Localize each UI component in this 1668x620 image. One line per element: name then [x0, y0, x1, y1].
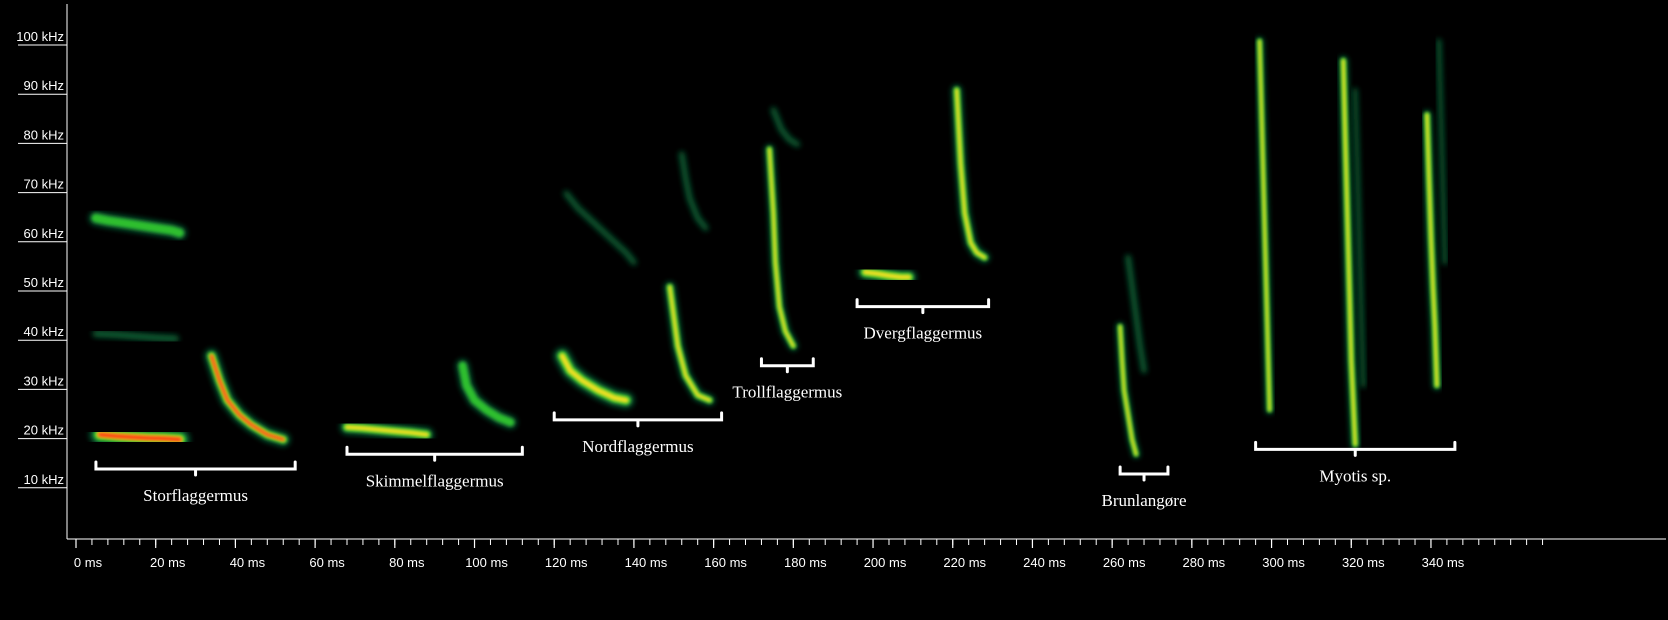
species-label-3: Trollflaggermus	[732, 383, 842, 402]
call-4-1	[951, 85, 990, 263]
call-2-3	[664, 281, 715, 406]
call-halo	[1436, 38, 1448, 265]
x-tick-label-1: 20 ms	[150, 555, 186, 570]
call-0-1	[92, 330, 180, 343]
call-2-2	[678, 151, 709, 231]
x-tick-label-2: 40 ms	[230, 555, 266, 570]
call-0-0	[89, 211, 187, 240]
call-group-2	[554, 151, 715, 409]
call-body	[458, 361, 515, 427]
axes-layer: 10 kHz 20 kHz 30 kHz 40 kHz 50 kHz 60 kHz 70 k…	[16, 4, 1666, 570]
y-tick-label-8: 90 kHz	[24, 78, 64, 93]
call-0-2	[89, 424, 190, 450]
call-halo	[1125, 254, 1147, 374]
bracket-3	[759, 357, 815, 374]
x-tick-label-14: 280 ms	[1183, 555, 1226, 570]
call-core	[1258, 39, 1271, 412]
call-halo	[563, 190, 637, 266]
call-core	[954, 88, 987, 260]
bracket-6	[1254, 440, 1457, 457]
call-core	[862, 269, 912, 280]
call-2-0	[563, 190, 637, 266]
y-tick-label-3: 40 kHz	[24, 324, 64, 339]
call-3-1	[764, 144, 798, 351]
bracket-1	[345, 445, 524, 462]
call-halo	[1352, 87, 1366, 388]
x-tick-label-5: 100 ms	[465, 555, 508, 570]
y-tick-label-9: 100 kHz	[16, 29, 64, 44]
call-0-3	[204, 349, 291, 447]
species-label-6: Myotis sp.	[1319, 466, 1391, 485]
y-tick-label-0: 10 kHz	[24, 472, 64, 487]
call-3-0	[770, 107, 801, 148]
x-tick-label-11: 220 ms	[943, 555, 986, 570]
x-tick-label-16: 320 ms	[1342, 555, 1385, 570]
x-tick-label-0: 0 ms	[74, 555, 103, 570]
call-peak	[210, 354, 285, 441]
call-group-6	[1255, 36, 1448, 449]
call-group-5	[1116, 254, 1147, 459]
call-core	[1118, 325, 1138, 456]
y-tick-label-4: 50 kHz	[24, 275, 64, 290]
call-group-1	[340, 359, 517, 442]
x-tick-label-3: 60 ms	[309, 555, 345, 570]
call-core	[344, 424, 430, 437]
x-tick-label-13: 260 ms	[1103, 555, 1146, 570]
bracket-4	[855, 298, 991, 315]
call-core	[1341, 59, 1357, 446]
x-tick-label-8: 160 ms	[704, 555, 747, 570]
y-tick-label-6: 70 kHz	[24, 177, 64, 192]
bracket-0	[94, 460, 297, 477]
species-label-0: Storflaggermus	[143, 486, 248, 505]
call-core	[559, 353, 629, 403]
call-group-4	[857, 85, 990, 285]
x-tick-label-9: 180 ms	[784, 555, 827, 570]
call-4-0	[857, 264, 917, 285]
x-tick-label-17: 340 ms	[1422, 555, 1465, 570]
call-core	[767, 147, 795, 348]
call-1-1	[456, 359, 517, 429]
call-group-0	[89, 211, 291, 450]
y-tick-label-2: 30 kHz	[24, 373, 64, 388]
call-2-1	[554, 347, 635, 409]
calls-layer	[89, 36, 1448, 459]
call-6-2	[1352, 87, 1366, 388]
call-halo	[678, 151, 709, 231]
species-label-1: Skimmelflaggermus	[366, 471, 504, 490]
call-group-3	[764, 107, 801, 351]
x-tick-label-10: 200 ms	[864, 555, 907, 570]
call-core	[1425, 113, 1439, 387]
call-6-1	[1338, 56, 1360, 449]
call-peak	[97, 432, 182, 442]
y-tick-label-1: 20 kHz	[24, 423, 64, 438]
brackets-layer: Storflaggermus Skimmelflaggermus Nordflagg…	[94, 298, 1457, 510]
x-tick-label-4: 80 ms	[389, 555, 425, 570]
call-6-4	[1436, 38, 1448, 265]
call-core	[668, 285, 712, 402]
call-6-3	[1422, 110, 1442, 390]
call-1-0	[340, 420, 434, 442]
x-tick-label-6: 120 ms	[545, 555, 588, 570]
call-5-1	[1116, 322, 1141, 459]
call-halo	[770, 107, 801, 148]
call-5-0	[1125, 254, 1147, 374]
call-6-0	[1255, 36, 1274, 415]
bracket-2	[552, 411, 724, 428]
y-tick-label-7: 80 kHz	[24, 127, 64, 142]
call-halo	[92, 330, 180, 343]
x-tick-label-15: 300 ms	[1262, 555, 1305, 570]
x-tick-label-12: 240 ms	[1023, 555, 1066, 570]
x-tick-label-7: 140 ms	[625, 555, 668, 570]
bracket-5	[1118, 465, 1170, 482]
y-tick-label-5: 60 kHz	[24, 226, 64, 241]
species-label-4: Dvergflaggermus	[864, 324, 983, 343]
call-body	[91, 213, 184, 238]
species-label-5: Brunlangøre	[1102, 491, 1187, 510]
species-label-2: Nordflaggermus	[582, 437, 693, 456]
